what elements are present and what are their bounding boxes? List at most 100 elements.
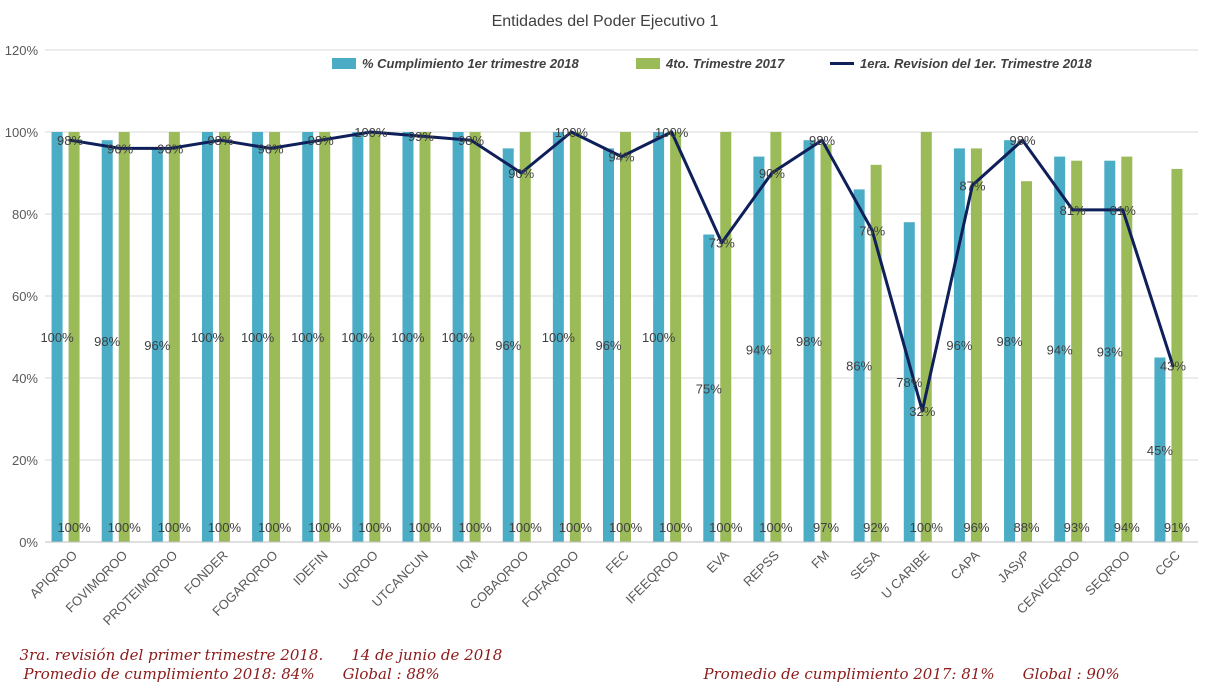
y-tick-label: 80%: [12, 207, 38, 222]
line-point: [670, 130, 674, 134]
data-label-4to-trimestre-2017: 100%: [208, 520, 242, 535]
data-label-4to-trimestre-2017: 100%: [458, 520, 492, 535]
y-axis: 0% 20% 40% 60% 80% 100% 120%: [5, 43, 39, 550]
bar-4to-trimestre-2017: [168, 132, 180, 542]
data-label-cumplimiento-2018: 100%: [441, 330, 475, 345]
bar-4to-trimestre-2017: [68, 132, 80, 542]
line-point: [569, 130, 573, 134]
x-tick-label: SESA: [847, 547, 882, 582]
legend: % Cumplimiento 1er trimestre 2018 4to. Tr…: [332, 56, 1093, 71]
data-label-4to-trimestre-2017: 96%: [963, 520, 989, 535]
data-label-4to-trimestre-2017: 100%: [509, 520, 543, 535]
line-point: [269, 146, 273, 150]
note-revision-text: 3ra. revisión del primer trimestre 2018.: [19, 646, 324, 664]
data-label-4to-trimestre-2017: 100%: [57, 520, 91, 535]
data-label-revision-2018: 43%: [1160, 359, 1186, 374]
data-label-revision-2018: 98%: [1010, 133, 1036, 148]
data-label-revision-2018: 98%: [458, 133, 484, 148]
data-label-4to-trimestre-2017: 100%: [408, 520, 442, 535]
data-label-cumplimiento-2018: 75%: [696, 381, 722, 396]
bar-cumplimiento-2018: [302, 132, 314, 542]
bar-cumplimiento-2018: [753, 156, 765, 542]
bar-cumplimiento-2018: [252, 132, 264, 542]
bar-4to-trimestre-2017: [870, 164, 882, 543]
x-tick-label: U CARIBE: [878, 547, 932, 601]
data-label-cumplimiento-2018: 45%: [1147, 443, 1173, 458]
y-tick-label: 60%: [12, 289, 38, 304]
data-label-4to-trimestre-2017: 100%: [308, 520, 342, 535]
data-label-revision-2018: 96%: [258, 141, 284, 156]
data-label-revision-2018: 76%: [859, 223, 885, 238]
data-label-4to-trimestre-2017: 100%: [659, 520, 693, 535]
data-label-4to-trimestre-2017: 100%: [609, 520, 643, 535]
x-tick-label: APIQROO: [27, 548, 81, 602]
bar-cumplimiento-2018: [653, 132, 665, 542]
data-label-4to-trimestre-2017: 92%: [863, 520, 889, 535]
x-tick-label: CGC: [1152, 548, 1183, 579]
bar-4to-trimestre-2017: [770, 132, 782, 542]
data-label-revision-2018: 94%: [608, 150, 634, 165]
data-label-cumplimiento-2018: 96%: [495, 338, 521, 353]
data-label-cumplimiento-2018: 98%: [997, 334, 1023, 349]
bar-cumplimiento-2018: [1054, 156, 1066, 542]
data-label-4to-trimestre-2017: 100%: [709, 520, 743, 535]
data-label-revision-2018: 96%: [107, 141, 133, 156]
x-tick-label: FM: [808, 548, 832, 572]
data-label-cumplimiento-2018: 93%: [1097, 344, 1123, 359]
data-label-revision-2018: 100%: [655, 125, 689, 140]
legend-swatch: [332, 58, 356, 69]
bar-cumplimiento-2018: [1154, 357, 1166, 542]
bar-cumplimiento-2018: [51, 132, 63, 542]
data-label-cumplimiento-2018: 96%: [595, 338, 621, 353]
legend-label: 1era. Revision del 1er. Trimestre 2018: [860, 56, 1093, 71]
bar-4to-trimestre-2017: [469, 132, 481, 542]
line-point: [419, 134, 423, 138]
line-point: [68, 138, 72, 142]
footnote-revision: 3ra. revisión del primer trimestre 2018.…: [10, 628, 530, 664]
data-label-revision-2018: 98%: [207, 133, 233, 148]
line-point: [870, 228, 874, 232]
data-label-revision-2018: 100%: [555, 125, 589, 140]
bar-cumplimiento-2018: [201, 132, 213, 542]
bar-4to-trimestre-2017: [319, 132, 331, 542]
bar-4to-trimestre-2017: [920, 132, 932, 542]
data-label-revision-2018: 90%: [508, 166, 534, 181]
bar-cumplimiento-2018: [502, 148, 514, 542]
data-label-cumplimiento-2018: 96%: [144, 338, 170, 353]
bar-cumplimiento-2018: [552, 132, 564, 542]
bar-4to-trimestre-2017: [1121, 156, 1133, 542]
line-point: [1121, 208, 1125, 212]
bar-cumplimiento-2018: [402, 132, 414, 542]
data-label-revision-2018: 87%: [959, 178, 985, 193]
line-point: [970, 183, 974, 187]
y-tick-label: 100%: [5, 125, 39, 140]
y-tick-label: 0%: [19, 535, 38, 550]
data-label-revision-2018: 100%: [354, 125, 388, 140]
bar-cumplimiento-2018: [452, 132, 464, 542]
line-point: [820, 138, 824, 142]
x-tick-label: IDEFIN: [290, 548, 331, 589]
note-avg-2018: Promedio de cumplimiento 2018: 84%: [23, 665, 315, 683]
x-tick-label: EVA: [704, 547, 733, 576]
data-label-4to-trimestre-2017: 91%: [1164, 520, 1190, 535]
data-label-revision-2018: 99%: [408, 129, 434, 144]
bar-cumplimiento-2018: [953, 148, 965, 542]
data-label-cumplimiento-2018: 100%: [642, 330, 676, 345]
line-point: [920, 409, 924, 413]
data-label-revision-2018: 32%: [909, 404, 935, 419]
data-label-cumplimiento-2018: 98%: [94, 334, 120, 349]
data-label-4to-trimestre-2017: 100%: [158, 520, 192, 535]
line-point: [519, 171, 523, 175]
data-label-4to-trimestre-2017: 100%: [358, 520, 392, 535]
x-tick-label: IQM: [453, 548, 481, 576]
x-tick-label: FONDER: [181, 548, 230, 597]
bar-cumplimiento-2018: [703, 234, 715, 542]
data-label-cumplimiento-2018: 100%: [291, 330, 325, 345]
line-point: [720, 241, 724, 245]
line-point: [469, 138, 473, 142]
data-label-revision-2018: 98%: [809, 133, 835, 148]
bar-cumplimiento-2018: [352, 132, 364, 542]
data-label-revision-2018: 73%: [709, 236, 735, 251]
data-label-cumplimiento-2018: 94%: [1047, 342, 1073, 357]
